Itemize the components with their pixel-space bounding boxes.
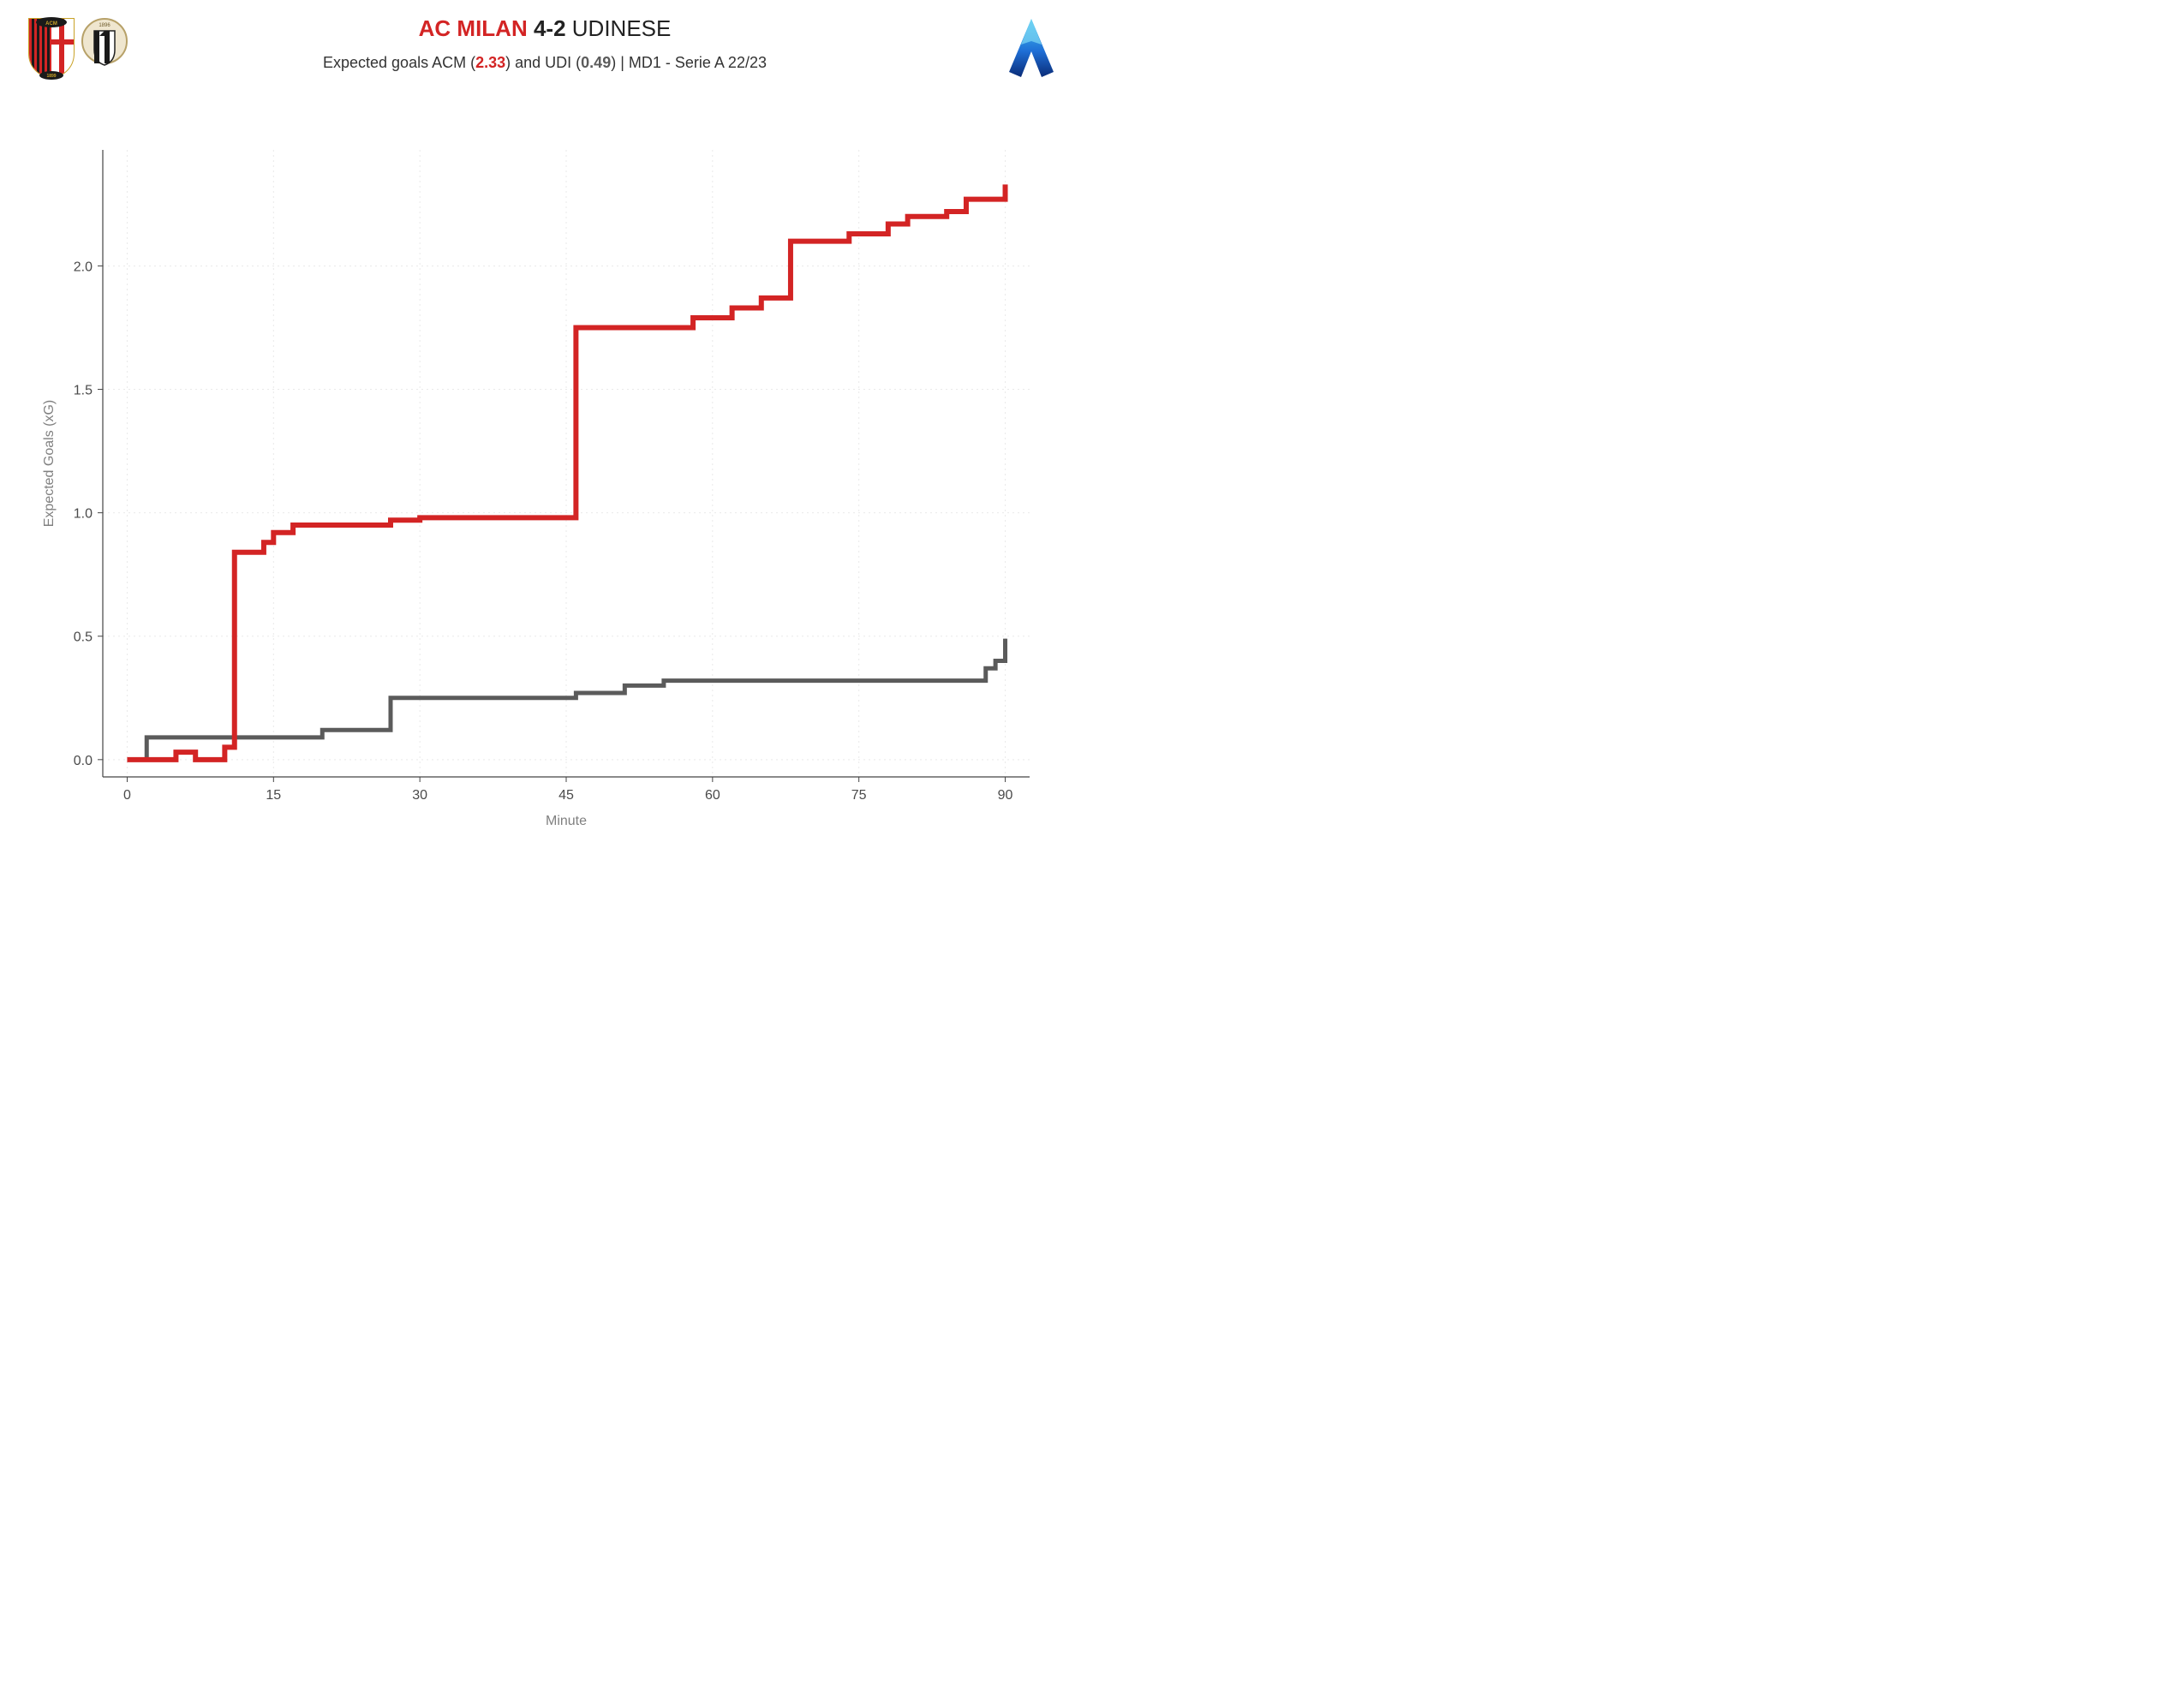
chart-plot-area: 0 15 30 45 60 75 90 0.0 0.5 1.0 1.5 2.0 Minute Expect… bbox=[34, 141, 1055, 837]
title-home-team: AC MILAN bbox=[419, 15, 528, 41]
svg-text:Expected Goals (xG): Expected Goals (xG) bbox=[42, 400, 57, 528]
chart-header: AC MILAN 4-2 UDINESE Expected goals ACM … bbox=[0, 9, 1090, 72]
chart-title: AC MILAN 4-2 UDINESE bbox=[0, 15, 1090, 42]
xg-away-value: 0.49 bbox=[581, 54, 611, 71]
svg-text:1.0: 1.0 bbox=[74, 507, 93, 522]
chart-subtitle: Expected goals ACM (2.33) and UDI (0.49)… bbox=[0, 54, 1090, 72]
svg-text:45: 45 bbox=[558, 788, 574, 803]
svg-text:2.0: 2.0 bbox=[74, 260, 93, 274]
title-away-team: UDINESE bbox=[572, 15, 672, 41]
svg-text:60: 60 bbox=[705, 788, 720, 803]
svg-text:0: 0 bbox=[123, 788, 131, 803]
svg-text:15: 15 bbox=[266, 788, 281, 803]
xg-step-chart: 0 15 30 45 60 75 90 0.0 0.5 1.0 1.5 2.0 Minute Expect… bbox=[34, 141, 1055, 837]
svg-text:1899: 1899 bbox=[46, 74, 56, 79]
xg-home-value: 2.33 bbox=[475, 54, 505, 71]
subtitle-mid: ) and UDI ( bbox=[505, 54, 581, 71]
svg-text:Minute: Minute bbox=[546, 814, 587, 828]
svg-text:75: 75 bbox=[851, 788, 867, 803]
chart-figure: ACM 1899 1896 bbox=[0, 0, 1090, 854]
svg-text:0.0: 0.0 bbox=[74, 754, 93, 768]
title-score: 4-2 bbox=[534, 15, 566, 41]
subtitle-suffix: ) | MD1 - Serie A 22/23 bbox=[611, 54, 767, 71]
home-xg-line bbox=[127, 184, 1005, 759]
subtitle-prefix: Expected goals ACM ( bbox=[323, 54, 475, 71]
svg-text:1.5: 1.5 bbox=[74, 384, 93, 398]
svg-text:90: 90 bbox=[998, 788, 1013, 803]
svg-text:30: 30 bbox=[412, 788, 427, 803]
svg-text:0.5: 0.5 bbox=[74, 630, 93, 645]
